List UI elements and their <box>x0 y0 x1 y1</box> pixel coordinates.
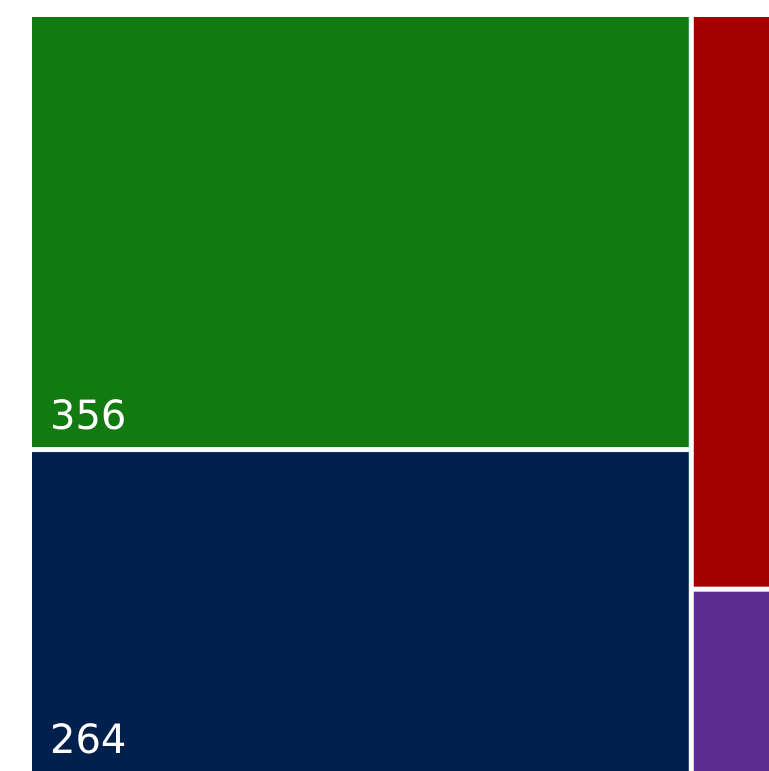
tile <box>693 591 769 771</box>
tile-label: 264 <box>50 717 126 763</box>
tile-label: 356 <box>50 393 126 439</box>
tile <box>32 17 689 448</box>
tile <box>32 452 689 771</box>
tile <box>693 17 769 587</box>
